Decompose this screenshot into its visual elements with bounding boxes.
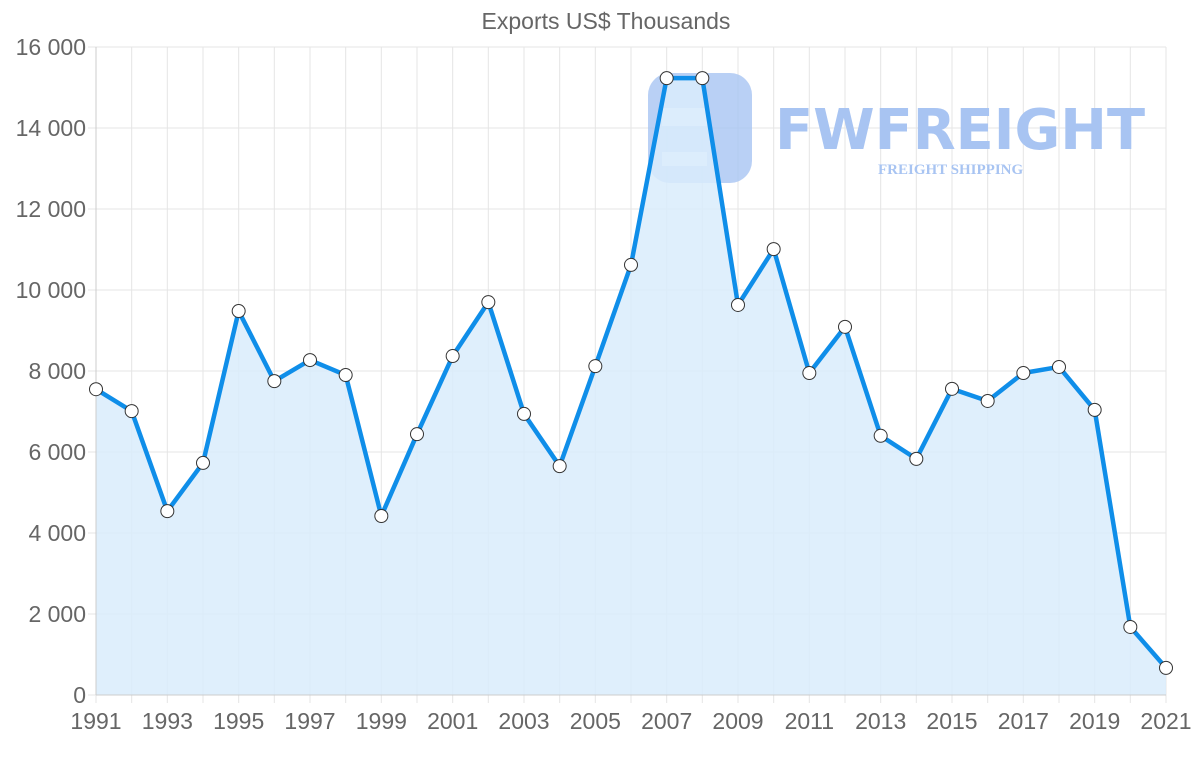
x-tick-label: 2011 — [785, 708, 834, 734]
data-point-marker[interactable] — [731, 297, 745, 312]
y-tick-label: 4 000 — [28, 520, 86, 546]
data-point-marker[interactable] — [802, 366, 817, 381]
y-tick-label: 10 000 — [16, 277, 86, 303]
watermark-brand: FWFREIGHT — [775, 98, 1145, 163]
data-point-marker[interactable] — [517, 406, 531, 421]
data-point-marker[interactable] — [1123, 619, 1138, 634]
data-point-marker[interactable] — [1052, 359, 1066, 374]
data-point-marker[interactable] — [338, 368, 353, 383]
data-point-marker[interactable] — [303, 353, 317, 368]
data-point-marker[interactable] — [481, 295, 496, 310]
x-tick-label: 2007 — [641, 708, 692, 734]
y-tick-label: 0 — [73, 682, 86, 708]
data-point-marker[interactable] — [766, 242, 781, 257]
axes: 0 2 000 4 000 6 000 8 000 10 000 12 000 14 000 1… — [16, 34, 1192, 734]
x-tick-label: 2001 — [427, 708, 478, 734]
data-point-marker[interactable] — [909, 451, 924, 466]
x-tick-label: 2005 — [570, 708, 621, 734]
chart-title: Exports US$ Thousands — [481, 8, 731, 34]
x-tick-label: 2003 — [498, 708, 549, 734]
data-point-marker[interactable] — [1159, 660, 1173, 675]
data-point-marker[interactable] — [267, 374, 282, 389]
x-tick-label: 1997 — [284, 708, 335, 734]
data-point-marker[interactable] — [945, 381, 959, 396]
y-tick-label: 8 000 — [28, 358, 86, 384]
x-tick-label: 2021 — [1140, 708, 1191, 734]
watermark-logo: FWFREIGHT FREIGHT SHIPPING — [648, 73, 1145, 183]
data-points — [89, 71, 1173, 675]
area-fill — [96, 78, 1166, 695]
data-point-marker[interactable] — [124, 404, 139, 419]
y-tick-label: 12 000 — [16, 196, 86, 222]
x-tick-label: 1995 — [213, 708, 264, 734]
data-point-marker[interactable] — [1016, 366, 1031, 381]
data-point-marker[interactable] — [624, 257, 638, 272]
data-point-marker[interactable] — [231, 304, 246, 319]
x-tick-label: 1991 — [70, 708, 121, 734]
x-tick-label: 2019 — [1069, 708, 1120, 734]
data-point-marker[interactable] — [873, 428, 888, 443]
data-point-marker[interactable] — [659, 71, 674, 86]
x-tick-label: 2017 — [998, 708, 1049, 734]
y-tick-label: 2 000 — [28, 601, 86, 627]
data-point-marker[interactable] — [410, 427, 424, 442]
data-point-marker[interactable] — [445, 349, 460, 364]
data-point-marker[interactable] — [980, 393, 995, 408]
data-point-marker[interactable] — [588, 359, 603, 374]
x-tick-label: 2015 — [926, 708, 977, 734]
data-point-marker[interactable] — [552, 459, 567, 474]
x-tick-label: 2013 — [855, 708, 906, 734]
data-point-marker[interactable] — [160, 504, 175, 519]
y-tick-label: 6 000 — [28, 439, 86, 465]
x-tick-label: 2009 — [712, 708, 763, 734]
data-point-marker[interactable] — [89, 382, 103, 397]
data-point-marker[interactable] — [1087, 402, 1102, 417]
data-point-marker[interactable] — [374, 508, 389, 523]
data-point-marker[interactable] — [838, 319, 852, 334]
x-tick-label: 1999 — [356, 708, 407, 734]
data-point-marker[interactable] — [695, 71, 710, 86]
data-point-marker[interactable] — [196, 455, 210, 470]
watermark-tagline: FREIGHT SHIPPING — [878, 162, 1023, 178]
y-tick-label: 14 000 — [16, 115, 86, 141]
x-tick-label: 1993 — [142, 708, 193, 734]
y-tick-label: 16 000 — [16, 34, 86, 60]
